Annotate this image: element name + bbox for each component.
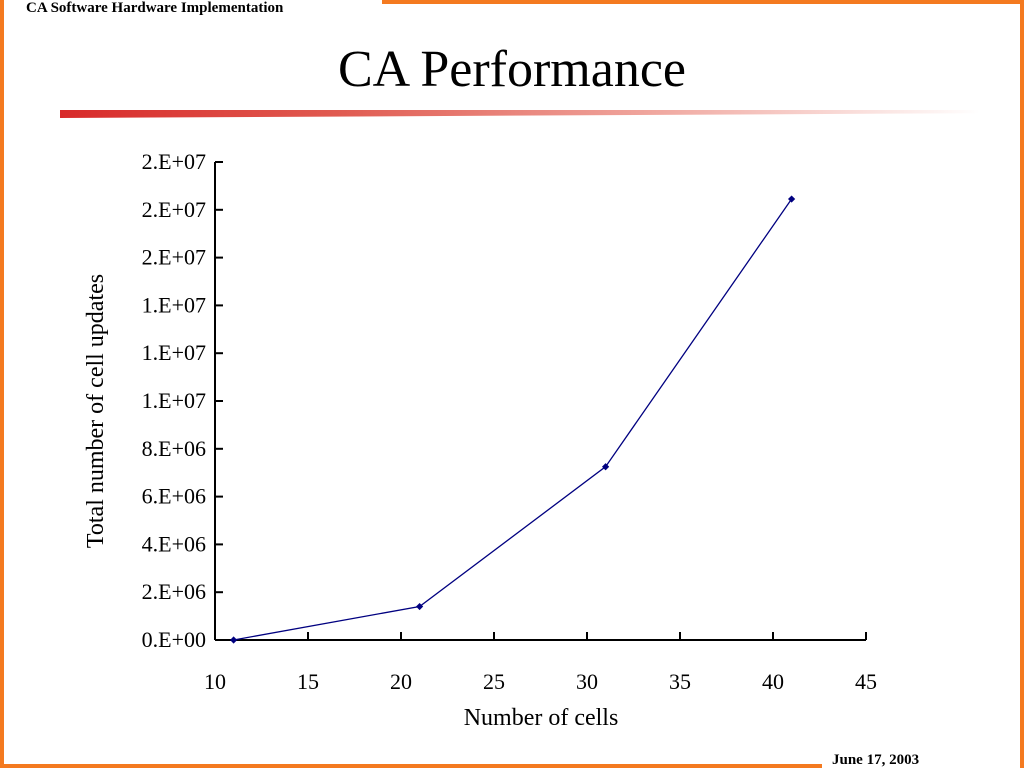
title-divider bbox=[60, 110, 980, 118]
frame-top-border bbox=[382, 0, 1024, 4]
data-point-marker bbox=[416, 602, 424, 611]
data-point-marker bbox=[788, 195, 796, 203]
header-label: CA Software Hardware Implementation bbox=[26, 0, 284, 16]
y-tick-label: 2.E+06 bbox=[142, 579, 206, 604]
y-tick-label: 2.E+07 bbox=[142, 245, 206, 270]
x-axis: 10 15 20 25 30 35 40 45 bbox=[204, 632, 877, 694]
x-tick-label: 25 bbox=[483, 669, 505, 694]
y-tick-label: 8.E+06 bbox=[142, 436, 206, 461]
y-tick-label: 1.E+07 bbox=[142, 292, 206, 317]
frame-left-border bbox=[0, 0, 4, 768]
y-tick-label: 1.E+07 bbox=[142, 388, 206, 413]
x-tick-label: 15 bbox=[297, 669, 319, 694]
y-tick-label: 6.E+06 bbox=[142, 484, 206, 509]
series-line bbox=[233, 198, 793, 641]
data-point-marker bbox=[230, 636, 238, 644]
frame-bottom-border bbox=[0, 764, 822, 768]
x-tick-label: 20 bbox=[390, 669, 412, 694]
x-tick-label: 10 bbox=[204, 669, 226, 694]
y-tick-label: 2.E+07 bbox=[142, 149, 206, 174]
y-tick-label: 4.E+06 bbox=[142, 531, 206, 556]
series-group bbox=[230, 195, 796, 644]
y-axis: 0.E+00 2.E+06 4.E+06 6.E+06 8.E+06 1.E+07 1.E+… bbox=[142, 149, 223, 652]
x-tick-label: 45 bbox=[855, 669, 877, 694]
x-tick-label: 35 bbox=[669, 669, 691, 694]
footer-date: June 17, 2003 bbox=[832, 752, 920, 768]
data-point-marker bbox=[602, 463, 610, 471]
y-tick-label: 0.E+00 bbox=[142, 627, 206, 652]
x-tick-label: 30 bbox=[576, 669, 598, 694]
frame-right-border bbox=[1020, 0, 1024, 768]
y-axis-title: Total number of cell updates bbox=[83, 274, 109, 548]
slide-title: CA Performance bbox=[337, 41, 686, 98]
x-tick-label: 40 bbox=[762, 669, 784, 694]
y-tick-label: 1.E+07 bbox=[142, 340, 206, 365]
y-tick-label: 2.E+07 bbox=[142, 197, 206, 222]
x-axis-title: Number of cells bbox=[464, 705, 619, 731]
